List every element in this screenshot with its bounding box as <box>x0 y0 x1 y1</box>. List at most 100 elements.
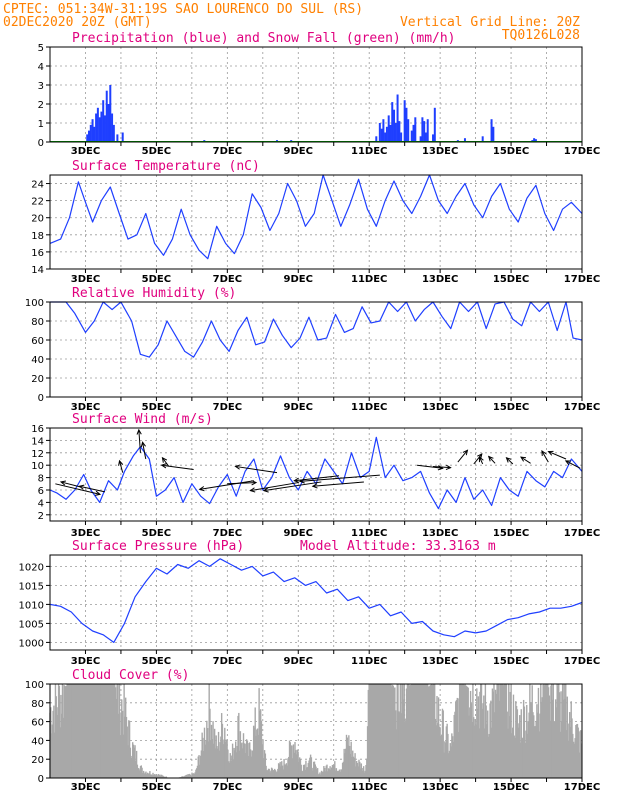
cloud-bar <box>231 755 233 778</box>
precip-bar <box>426 119 429 142</box>
cloud-bar <box>185 775 187 778</box>
cloud-bar <box>306 767 309 778</box>
cloud-bar <box>378 684 380 778</box>
cloud-bar <box>437 697 440 778</box>
cloud-bar <box>563 684 565 778</box>
cloud-bar <box>476 688 478 778</box>
cloud-bar <box>252 725 255 778</box>
cloud-bar <box>285 763 288 778</box>
cloud-bar <box>519 742 522 778</box>
cloud-bar <box>277 768 279 778</box>
cloud-bar <box>399 684 402 778</box>
cloud-bar <box>426 684 428 778</box>
cloud-bar <box>387 684 390 778</box>
cloud-bar <box>266 770 268 778</box>
y-tick-label: 20 <box>31 214 44 225</box>
wind-arrow <box>433 464 452 470</box>
chart-panel-4: Surface Pressure (hPa) Model Altitude: 33… <box>19 539 601 667</box>
cloud-bar <box>182 776 185 778</box>
cloud-bar <box>282 769 284 778</box>
precip-bar <box>400 132 403 142</box>
cloud-bar <box>245 743 247 778</box>
x-tick-label: 3DEC <box>71 528 100 539</box>
cloud-bar <box>78 684 80 778</box>
cloud-bar <box>459 684 462 778</box>
wind-arrow-head <box>505 456 512 463</box>
y-tick-label: 1015 <box>19 581 44 592</box>
cloud-bar <box>523 706 526 778</box>
cloud-bar <box>316 768 319 778</box>
cloud-bar <box>130 758 132 778</box>
precip-bar <box>89 124 92 142</box>
cloud-bar <box>323 767 326 778</box>
cloud-bar <box>455 701 457 778</box>
cloud-bar <box>451 733 453 778</box>
cloud-bar <box>71 684 74 778</box>
cloud-bar <box>398 712 401 778</box>
wind-arrow <box>505 456 514 465</box>
precip-bar <box>96 107 99 142</box>
cloud-bar <box>493 684 495 778</box>
cloud-bar <box>146 772 149 778</box>
cloud-bar <box>408 684 410 778</box>
cloud-bar <box>373 684 376 778</box>
wind-arrow <box>136 428 142 453</box>
cloud-bar <box>243 743 245 778</box>
cloud-bar <box>135 750 138 778</box>
cloud-bar <box>462 684 465 778</box>
y-tick-label: 8 <box>38 474 44 485</box>
cloud-bar <box>372 684 374 778</box>
cloud-bar <box>100 684 103 778</box>
cloud-bar <box>356 762 359 778</box>
cloud-bar <box>150 774 153 778</box>
cloud-bar <box>215 735 217 778</box>
cloud-bar <box>193 774 196 778</box>
x-tick-label: 15DEC <box>493 656 529 667</box>
cloud-bar <box>138 768 140 778</box>
cloud-bar <box>499 684 501 778</box>
cloud-bar <box>331 764 334 778</box>
cloud-bar <box>419 684 421 778</box>
cloud-bar <box>576 723 579 778</box>
cloud-bar <box>362 766 365 778</box>
cloud-bar <box>568 723 570 778</box>
cloud-bar <box>401 684 404 778</box>
cloud-bar <box>417 684 419 778</box>
cloud-bar <box>364 770 366 778</box>
x-tick-label: 5DEC <box>142 782 171 793</box>
cloud-bar <box>444 743 447 778</box>
cloud-bar <box>479 691 481 778</box>
cloud-bar <box>482 703 484 778</box>
wind-arrow-head <box>262 487 269 493</box>
cloud-bar <box>477 696 480 778</box>
cloud-bar <box>136 764 139 778</box>
cloud-bar <box>249 742 251 778</box>
cloud-bar <box>374 684 377 778</box>
cloud-bar <box>128 720 131 778</box>
cloud-bar <box>163 776 166 778</box>
cloud-bar <box>51 724 54 778</box>
cloud-bar <box>550 685 552 778</box>
wind-arrow-head <box>136 428 142 435</box>
cloud-bar <box>103 684 106 778</box>
cloud-bar <box>528 712 530 778</box>
cloud-bar <box>529 702 532 778</box>
cloud-bar <box>461 684 463 778</box>
cloud-bar <box>476 708 479 778</box>
cloud-bar <box>143 773 146 778</box>
cloud-bar <box>473 725 476 778</box>
cloud-bar <box>564 698 566 778</box>
cloud-bar <box>472 717 475 778</box>
x-tick-label: 9DEC <box>284 274 313 285</box>
cloud-bar <box>108 684 111 778</box>
cloud-bar <box>220 736 222 778</box>
y-tick-label: 14 <box>31 436 44 447</box>
cloud-bar <box>359 761 361 778</box>
cloud-bar <box>329 766 331 778</box>
cloud-bar <box>484 684 487 778</box>
cloud-bar <box>554 721 556 778</box>
cloud-bar <box>203 727 206 778</box>
cloud-bar <box>470 703 473 778</box>
cloud-bar <box>559 731 561 778</box>
cloud-bar <box>472 684 474 778</box>
